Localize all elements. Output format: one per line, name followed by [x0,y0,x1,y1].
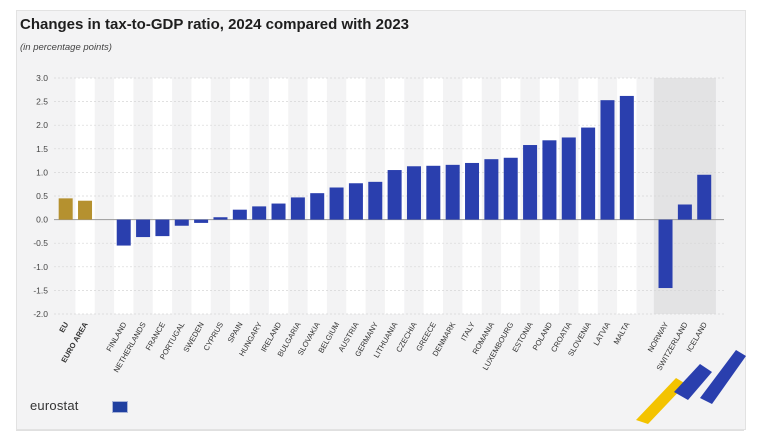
eurostat-chevron-decoration [636,350,746,424]
chart-subtitle: (in percentage points) [20,42,112,53]
y-tick-label: 2.0 [36,120,48,130]
y-tick-label: 0.0 [36,215,48,225]
bar-belgium [329,187,344,220]
bar-netherlands [136,219,151,238]
x-tick-label: EU [57,320,70,334]
bar-cyprus [213,217,228,220]
y-tick-label: 1.0 [36,167,48,177]
bar-finland [116,219,131,246]
column-stripe [75,78,95,314]
bar-croatia [561,137,576,220]
bar-slovakia [310,193,325,220]
bar-poland [542,140,557,220]
x-tick-label: MALTA [612,320,632,346]
bar-latvia [600,100,615,220]
bar-lithuania [387,170,402,220]
bar-luxembourg [503,157,518,220]
bar-spain [232,209,247,220]
bar-switzerland [677,204,692,220]
column-stripe [191,78,211,314]
bar-france [155,219,170,237]
bar-estonia [523,145,538,220]
y-tick-label: -1.0 [33,262,48,272]
eu-flag-icon [112,401,128,413]
bar-hungary [252,206,267,220]
x-tick-label: LATVIA [592,320,613,347]
bar-greece [426,165,441,220]
bar-eu [58,198,73,220]
bar-slovenia [581,127,596,220]
bar-bulgaria [290,197,305,220]
y-tick-label: -1.5 [33,285,48,295]
y-tick-label: 3.0 [36,73,48,83]
y-tick-label: -0.5 [33,238,48,248]
blue-chevron-shape-2 [700,350,746,404]
bar-ireland [271,203,286,220]
chart-title: Changes in tax-to-GDP ratio, 2024 compar… [20,16,410,33]
bar-italy [465,162,480,220]
divider [16,430,744,431]
bar-malta [619,95,634,220]
y-tick-label: 1.5 [36,144,48,154]
bar-denmark [445,164,460,220]
x-tick-label: ITALY [459,321,477,343]
y-tick-label: 2.5 [36,97,48,107]
bar-sweden [194,219,209,223]
bar-austria [348,183,363,220]
bar-portugal [174,219,189,226]
bar-romania [484,159,499,220]
blue-chevron-shape [674,364,712,400]
eurostat-logo-text: eurostat [30,398,79,413]
bar-germany [368,181,383,220]
yellow-chevron-shape [636,378,686,424]
x-tick-label: SPAIN [226,321,245,345]
bar-czechia [406,166,421,220]
bar-euro-area [78,200,93,220]
bar-iceland [697,174,712,220]
y-tick-label: -2.0 [33,309,48,319]
bar-norway [658,219,673,289]
y-tick-label: 0.5 [36,191,48,201]
